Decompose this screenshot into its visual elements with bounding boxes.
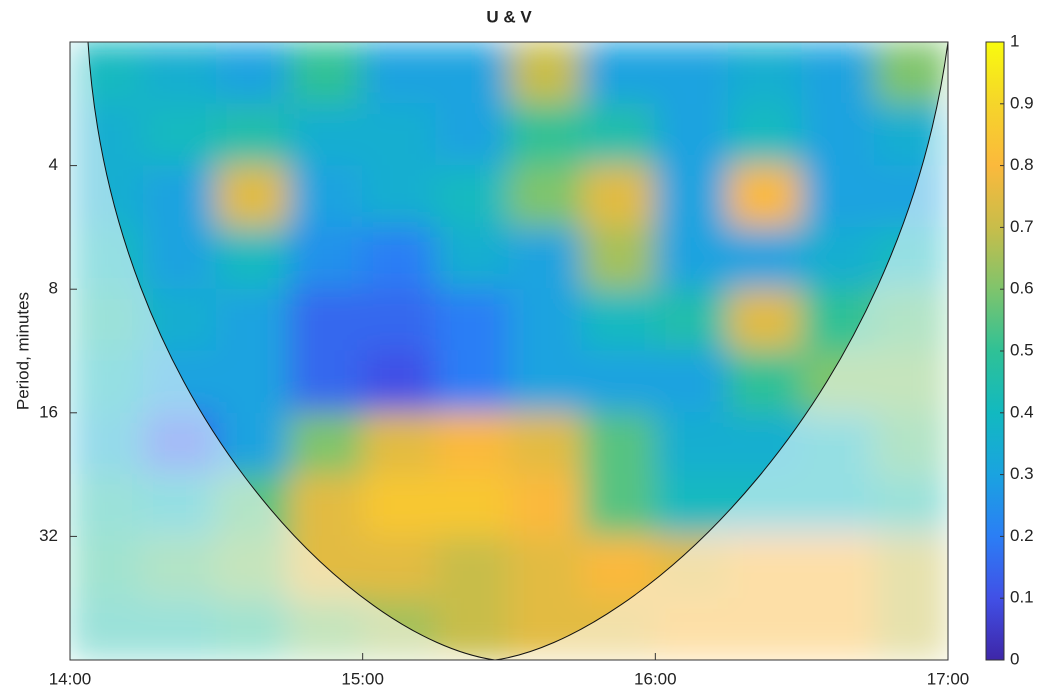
heatmap-cell (289, 289, 363, 352)
heatmap-cell (362, 103, 436, 166)
heatmap-cell (582, 474, 656, 537)
colorbar-tick-label: 0.8 (1010, 155, 1034, 174)
heatmap-cell (143, 42, 217, 105)
heatmap-cell (435, 165, 509, 228)
heatmap-area (70, 42, 949, 661)
heatmap-cell (582, 227, 656, 290)
heatmap-cell (728, 289, 802, 352)
heatmap-cell (289, 412, 363, 475)
heatmap-cell (143, 103, 217, 166)
heatmap-cell (509, 350, 583, 413)
heatmap-cell (874, 42, 948, 105)
heatmap-cell (801, 165, 875, 228)
heatmap-cell (216, 289, 290, 352)
heatmap-cell (509, 412, 583, 475)
colorbar-tick-label: 0.7 (1010, 217, 1034, 236)
heatmap-cell (728, 227, 802, 290)
heatmap-cell (435, 474, 509, 537)
heatmap-cell (582, 165, 656, 228)
heatmap-cell (143, 227, 217, 290)
heatmap-cell (509, 289, 583, 352)
chart: U & V Period, minutes 14:00 15:00 16:00 17:… (0, 0, 1048, 690)
heatmap-cell (289, 103, 363, 166)
chart-title: U & V (486, 7, 532, 26)
colorbar-tick-label: 0.6 (1010, 279, 1034, 298)
heatmap-cell (655, 103, 729, 166)
x-tick-label: 16:00 (634, 669, 677, 688)
heatmap-cell (216, 103, 290, 166)
colorbar-tick-label: 0.2 (1010, 526, 1034, 545)
heatmap-cell (289, 474, 363, 537)
heatmap-cell (728, 350, 802, 413)
heatmap-cell (216, 350, 290, 413)
heatmap-cell (435, 412, 509, 475)
heatmap-cell (289, 227, 363, 290)
heatmap-cell (435, 350, 509, 413)
heatmap-cell (655, 165, 729, 228)
heatmap-cell (509, 536, 583, 599)
heatmap-cell (655, 350, 729, 413)
heatmap-cell (509, 227, 583, 290)
heatmap-cell (289, 350, 363, 413)
heatmap-cell (655, 412, 729, 475)
heatmap-cell (582, 412, 656, 475)
heatmap-cell (509, 103, 583, 166)
colorbar-tick-label: 0.3 (1010, 464, 1034, 483)
heatmap-cell (655, 227, 729, 290)
heatmap-cell (728, 42, 802, 105)
heatmap-cell (216, 42, 290, 105)
heatmap-cell (362, 350, 436, 413)
y-tick-label: 32 (39, 526, 58, 545)
heatmap-cell (362, 42, 436, 105)
heatmap-cell (362, 474, 436, 537)
x-tick-label: 15:00 (341, 669, 384, 688)
heatmap-cell (509, 42, 583, 105)
y-axis-label: Period, minutes (13, 292, 32, 410)
heatmap-cell (655, 42, 729, 105)
heatmap-cell (582, 42, 656, 105)
heatmap-cell (362, 227, 436, 290)
colorbar-tick-label: 0.9 (1010, 93, 1034, 112)
heatmap-cell (801, 103, 875, 166)
heatmap-cell (728, 165, 802, 228)
heatmap-cell (728, 103, 802, 166)
heatmap-cell (509, 474, 583, 537)
heatmap-cell (362, 412, 436, 475)
heatmap-cell (655, 289, 729, 352)
y-tick-label: 4 (49, 155, 58, 174)
heatmap-cell (801, 227, 875, 290)
heatmap-cell (362, 165, 436, 228)
colorbar-tick-label: 0 (1010, 649, 1019, 668)
heatmap-cell (435, 289, 509, 352)
y-tick-label: 16 (39, 402, 58, 421)
heatmap-cell (216, 227, 290, 290)
heatmap-cell (509, 165, 583, 228)
heatmap-cell (435, 227, 509, 290)
heatmap-cell (216, 165, 290, 228)
heatmap-cell (289, 165, 363, 228)
heatmap-cell (289, 42, 363, 105)
x-tick-label: 17:00 (927, 669, 970, 688)
colorbar-tick-label: 0.1 (1010, 588, 1034, 607)
heatmap-cell (435, 536, 509, 599)
heatmap-cell (362, 536, 436, 599)
heatmap-cell (801, 42, 875, 105)
colorbar-tick-label: 0.4 (1010, 402, 1034, 421)
colorbar-tick-label: 0.5 (1010, 340, 1034, 359)
heatmap-cell (362, 289, 436, 352)
heatmap-cell (143, 165, 217, 228)
x-tick-label: 14:00 (49, 669, 92, 688)
colorbar-tick-label: 1 (1010, 31, 1019, 50)
heatmap-cell (582, 103, 656, 166)
heatmap-cell (582, 289, 656, 352)
heatmap-cell (582, 350, 656, 413)
heatmap-cell (435, 103, 509, 166)
heatmap-cell (435, 42, 509, 105)
y-tick-label: 8 (49, 279, 58, 298)
